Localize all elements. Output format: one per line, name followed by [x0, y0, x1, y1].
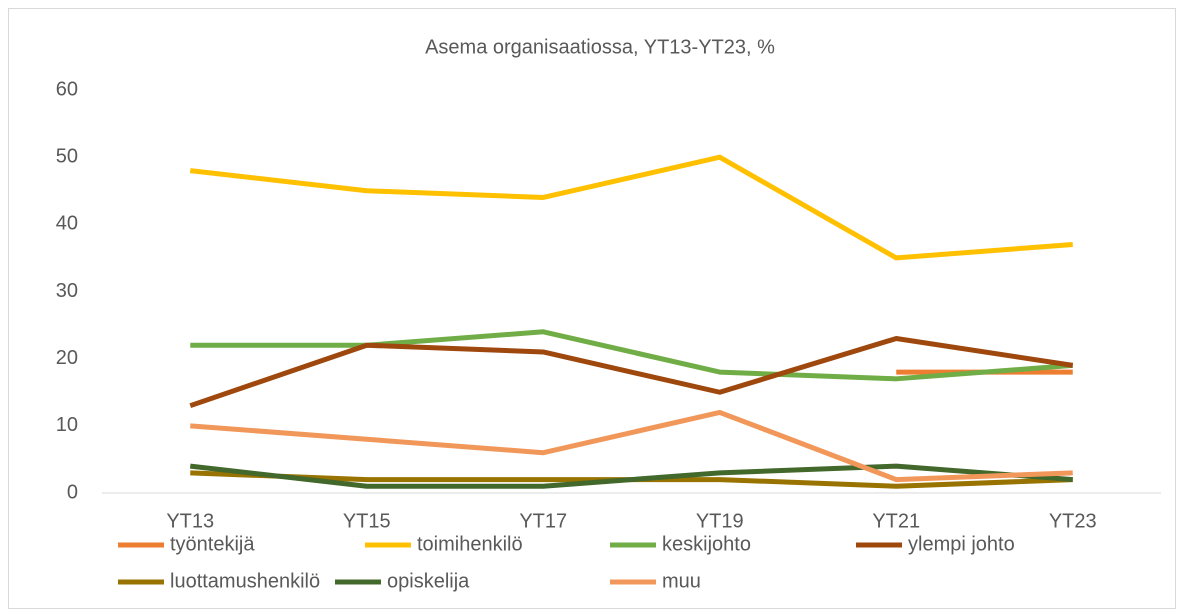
x-tick-label: YT15	[343, 510, 391, 532]
x-tick-label: YT21	[872, 510, 920, 532]
legend-label: opiskelija	[387, 570, 470, 592]
y-tick-label: 50	[56, 145, 78, 167]
series-line	[190, 329, 1073, 382]
series-line	[189, 463, 1073, 489]
y-tick-label: 40	[56, 213, 78, 235]
x-tick-label: YT17	[519, 510, 567, 532]
y-tick-label: 10	[56, 414, 78, 436]
y-tick-label: 20	[56, 347, 78, 369]
y-tick-label: 0	[67, 481, 78, 503]
chart-frame	[8, 8, 1176, 609]
legend-label: ylempi johto	[908, 533, 1015, 555]
x-tick-label: YT23	[1049, 510, 1097, 532]
series-line	[189, 336, 1074, 409]
x-tick-label: YT19	[696, 510, 744, 532]
legend-label: muu	[662, 570, 701, 592]
y-tick-label: 30	[56, 280, 78, 302]
legend-label: keskijohto	[662, 533, 751, 555]
legend-label: luottamushenkilö	[170, 570, 320, 592]
series-line	[189, 154, 1073, 261]
legend-label: toimihenkilö	[417, 533, 523, 555]
series-line	[190, 409, 1073, 483]
y-tick-label: 60	[56, 78, 78, 100]
x-tick-label: YT13	[166, 510, 214, 532]
chart-title: Asema organisaatiossa, YT13-YT23, %	[425, 36, 775, 58]
legend-label: työntekijä	[170, 533, 255, 555]
